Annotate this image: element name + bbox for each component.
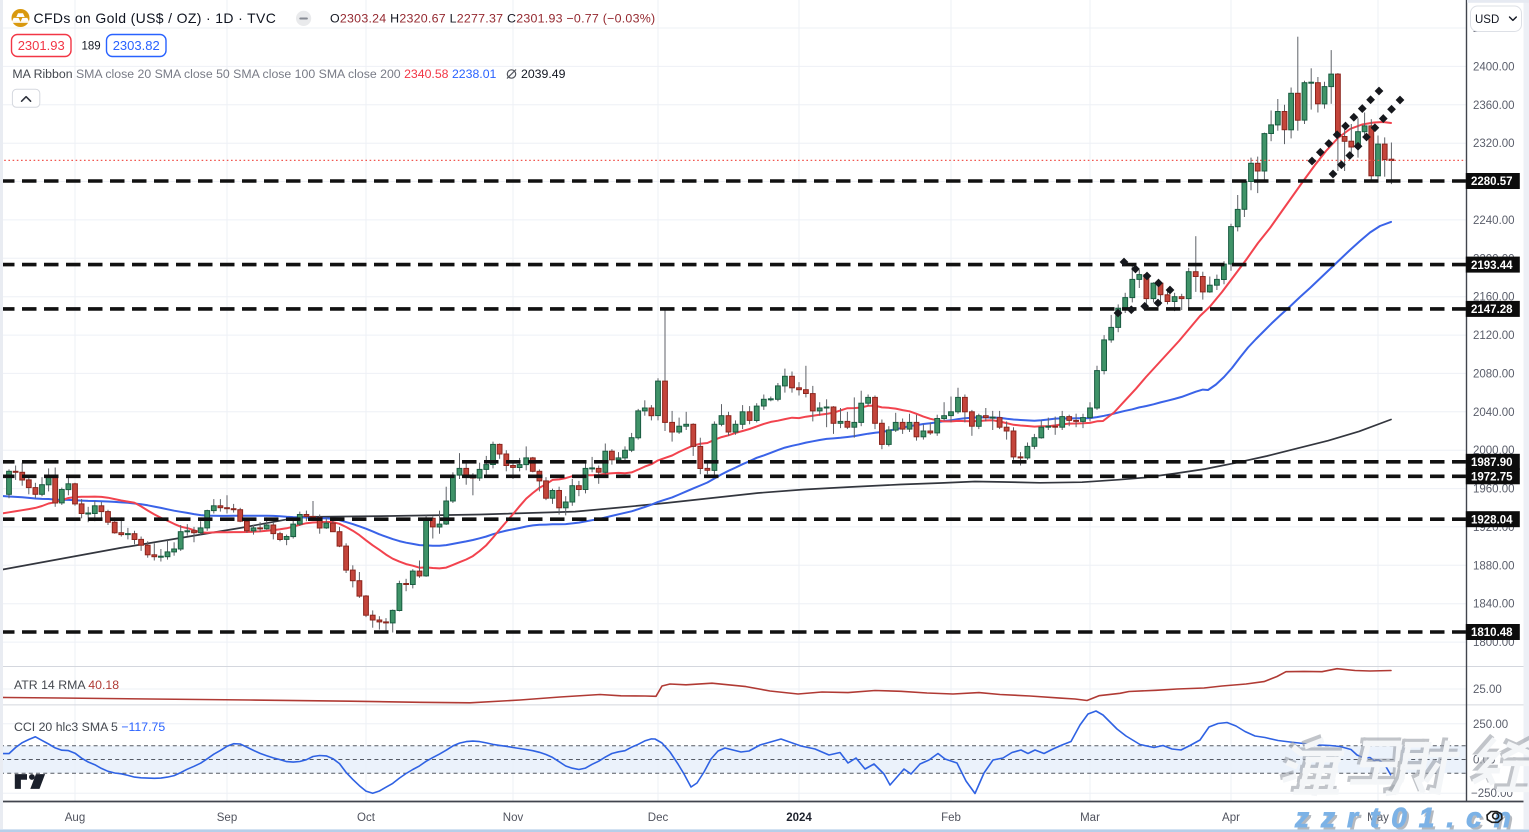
svg-text:1987.90: 1987.90	[1471, 457, 1513, 469]
svg-text:CCI 20 hlc3 SMA 5 −117.75: CCI 20 hlc3 SMA 5 −117.75	[14, 720, 165, 734]
svg-text:2280.57: 2280.57	[1471, 176, 1513, 188]
svg-text:Aug: Aug	[65, 812, 85, 824]
svg-text:1840.00: 1840.00	[1473, 599, 1515, 611]
svg-text:2160.00: 2160.00	[1473, 292, 1515, 304]
svg-text:MA Ribbon SMA close 20 SMA clo: MA Ribbon SMA close 20 SMA close 50 SMA …	[12, 67, 496, 81]
svg-text:Oct: Oct	[357, 812, 376, 824]
svg-text:USD: USD	[1475, 14, 1499, 26]
svg-text:Mar: Mar	[1080, 812, 1100, 824]
svg-text:2080.00: 2080.00	[1473, 368, 1515, 380]
svg-text:Feb: Feb	[941, 812, 961, 824]
svg-text:189: 189	[82, 41, 101, 53]
svg-text:Nov: Nov	[503, 812, 524, 824]
svg-text:2147.28: 2147.28	[1471, 304, 1513, 316]
svg-text:1800.00: 1800.00	[1473, 637, 1515, 649]
svg-text:2040.00: 2040.00	[1473, 407, 1515, 419]
svg-text:zzrt01.cn: zzrt01.cn	[1297, 805, 1526, 832]
svg-text:Dec: Dec	[648, 812, 669, 824]
svg-text:O2303.24 H2320.67 L2277.37: O2303.24 H2320.67 L2277.37 C2301.93 −0.7…	[330, 12, 655, 26]
svg-text:2120.00: 2120.00	[1473, 330, 1515, 342]
svg-text:1810.48: 1810.48	[1471, 627, 1513, 639]
svg-text:Sep: Sep	[217, 812, 237, 824]
svg-text:2360.00: 2360.00	[1473, 100, 1515, 112]
svg-text:2320.00: 2320.00	[1473, 138, 1515, 150]
svg-text:CFDs on Gold (US$ / OZ) · 1D ·: CFDs on Gold (US$ / OZ) · 1D · TVC	[34, 10, 277, 26]
svg-text:1928.04: 1928.04	[1471, 514, 1513, 526]
svg-text:2193.44: 2193.44	[1471, 260, 1513, 272]
svg-text:ATR 14 RMA 40.18: ATR 14 RMA 40.18	[14, 678, 119, 692]
svg-text:1880.00: 1880.00	[1473, 560, 1515, 572]
svg-text:25.00: 25.00	[1473, 684, 1502, 696]
svg-text:2024: 2024	[786, 812, 812, 824]
svg-text:1960.00: 1960.00	[1473, 484, 1515, 496]
svg-text:Apr: Apr	[1222, 812, 1240, 824]
svg-text:2400.00: 2400.00	[1473, 61, 1515, 73]
svg-text:1972.75: 1972.75	[1471, 472, 1513, 484]
svg-text:zzrt01.cn: zzrt01.cn	[1294, 802, 1523, 832]
svg-text:2301.93: 2301.93	[18, 38, 65, 53]
svg-text:May: May	[1367, 812, 1389, 824]
svg-text:2303.82: 2303.82	[113, 38, 160, 53]
svg-text:2240.00: 2240.00	[1473, 215, 1515, 227]
svg-text:250.00: 250.00	[1473, 719, 1508, 731]
svg-text:2039.49: 2039.49	[521, 67, 566, 81]
